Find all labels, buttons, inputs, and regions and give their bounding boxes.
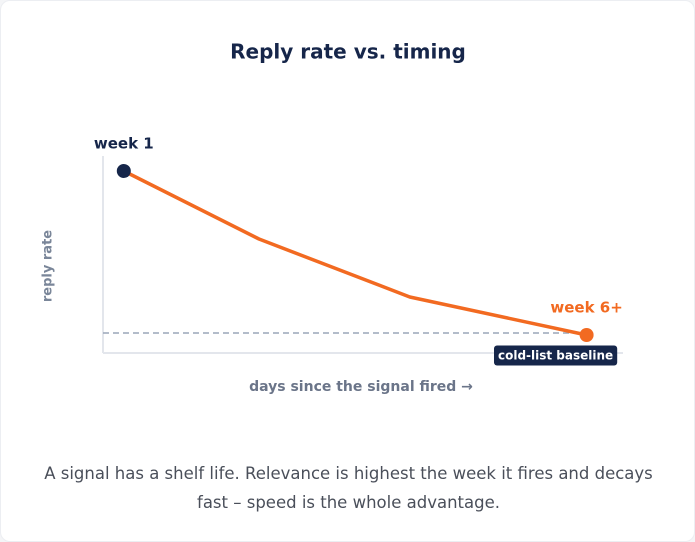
annotation: week 6+: [550, 299, 622, 317]
baseline-label: cold-list baseline: [498, 349, 613, 363]
x-axis-label: days since the signal fired →: [249, 379, 473, 395]
chart: Reply rate vs. timing reply rate days si…: [41, 40, 623, 395]
line: [122, 169, 589, 337]
point-marker: [116, 164, 131, 178]
y-axis-label: reply rate: [41, 230, 56, 302]
caption: A signal has a shelf life. Relevance is …: [44, 464, 653, 512]
chart-title: Reply rate vs. timing: [230, 40, 466, 64]
baseline-label-bg: [493, 345, 618, 366]
annotation: week 1: [94, 135, 154, 153]
point-marker: [579, 328, 594, 342]
